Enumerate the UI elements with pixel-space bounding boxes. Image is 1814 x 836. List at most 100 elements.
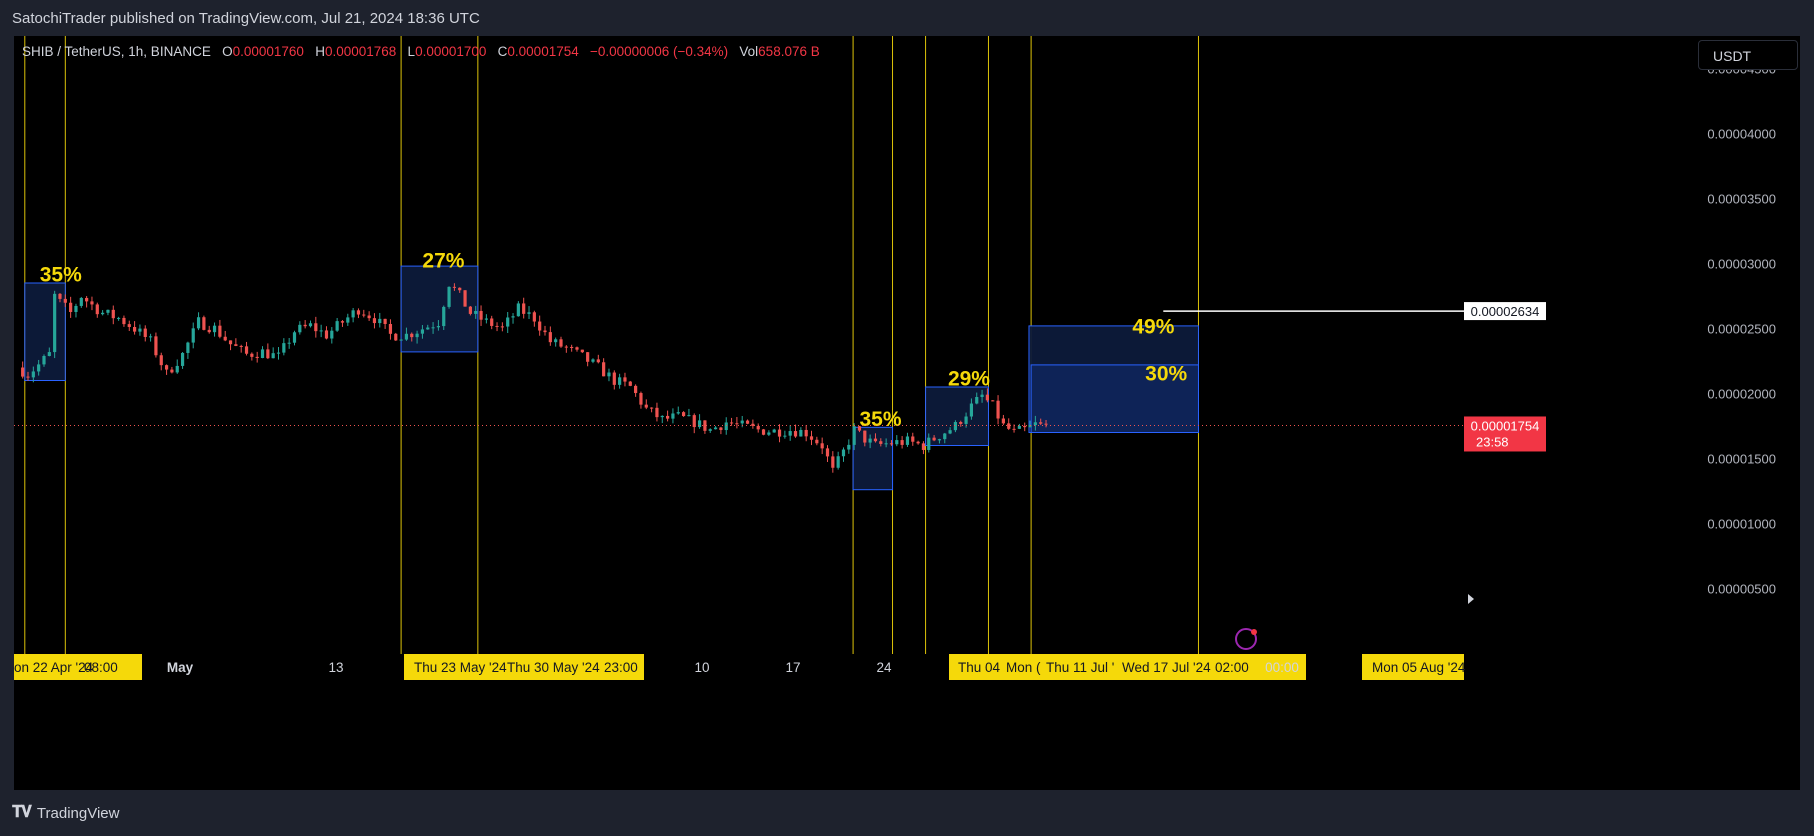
current-price-tag <box>1464 416 1546 452</box>
candle-body-18 <box>111 309 115 319</box>
candle-body-86 <box>474 310 478 314</box>
y-tick-label-3: 0.00003500 <box>1707 192 1776 207</box>
candle-body-193 <box>1044 423 1048 425</box>
candle-body-9 <box>63 298 67 303</box>
candle-body-56 <box>314 323 318 332</box>
candle-body-91 <box>500 326 504 328</box>
price-chart[interactable]: 35%27%35%29%49%30% 0.000045000.000040000… <box>14 36 1800 790</box>
candle-body-159 <box>863 430 867 443</box>
candle-body-163 <box>884 443 888 445</box>
candle-body-111 <box>607 372 611 377</box>
candle-body-164 <box>889 443 894 445</box>
candle-body-182 <box>985 394 989 401</box>
candle-body-165 <box>895 440 899 445</box>
candle-body-176 <box>953 422 958 431</box>
candle-body-58 <box>324 330 329 339</box>
change-value: −0.00000006 (−0.34%) <box>590 44 729 59</box>
candle-body-160 <box>868 438 872 443</box>
time-highlight-a <box>14 654 142 680</box>
candle-body-115 <box>628 381 632 386</box>
candle-body-132 <box>719 427 723 431</box>
candle-body-136 <box>740 420 744 424</box>
candle-body-169 <box>916 441 920 444</box>
candle-body-82 <box>452 286 456 288</box>
time-highlight-label-4: Thu 30 May '24 <box>507 660 600 675</box>
candle-body-76 <box>420 329 425 334</box>
candle-body-20 <box>122 317 126 325</box>
candle-body-81 <box>447 286 451 307</box>
time-highlight-label-9: Wed 17 Jul '24 <box>1122 660 1211 675</box>
candle-body-104 <box>570 346 574 348</box>
candle-body-57 <box>319 330 323 332</box>
candle-body-12 <box>79 297 83 306</box>
time-highlight-label-1: on 22 Apr '24 <box>14 660 94 675</box>
candle-body-22 <box>133 326 137 332</box>
candle-body-106 <box>580 349 584 353</box>
candle-body-192 <box>1039 422 1043 424</box>
candle-body-151 <box>820 443 824 449</box>
candle-body-98 <box>538 321 542 331</box>
candle-body-29 <box>170 369 174 373</box>
y-tick-label-7: 0.00001500 <box>1707 452 1776 467</box>
candle-body-6 <box>47 352 51 356</box>
candle-body-70 <box>388 323 393 334</box>
time-highlight-label-3: Thu 23 May '24 <box>414 660 507 675</box>
open-label: O <box>222 44 233 59</box>
candle-body-88 <box>484 318 488 320</box>
chart-frame[interactable]: 35%27%35%29%49%30% 0.000045000.000040000… <box>14 36 1800 790</box>
candle-body-175 <box>948 430 952 434</box>
candle-body-139 <box>756 425 760 430</box>
time-highlight-label-2: 08:00 <box>84 660 118 675</box>
candle-body-19 <box>117 317 121 319</box>
candle-body-141 <box>767 432 771 435</box>
candle-body-84 <box>463 290 467 307</box>
symbol-name[interactable]: SHIB / TetherUS, 1h, BINANCE <box>22 44 211 59</box>
box-1-pct-label: 35% <box>40 264 82 287</box>
brand-text: TradingView <box>36 804 120 822</box>
candle-body-43 <box>244 346 249 354</box>
candle-body-44 <box>250 353 254 357</box>
candle-body-59 <box>330 330 334 339</box>
candle-body-73 <box>404 333 409 340</box>
candle-body-24 <box>143 328 147 337</box>
candle-body-13 <box>85 297 89 302</box>
tradingview-brand[interactable]: 𝐓𝐕 TradingView <box>12 804 119 822</box>
candle-body-52 <box>292 332 297 343</box>
y-tick-label-8: 0.00001000 <box>1707 517 1776 532</box>
time-highlight-d <box>1362 654 1464 680</box>
time-tick-label-6: 00:00 <box>1265 660 1299 675</box>
candle-body-183 <box>991 400 995 402</box>
currency-button[interactable]: USDT <box>1698 40 1798 70</box>
candle-body-35 <box>202 317 206 330</box>
candle-body-126 <box>687 415 691 417</box>
candle-body-121 <box>660 415 664 418</box>
candle-body-46 <box>260 349 265 359</box>
candle-body-80 <box>442 306 446 327</box>
y-tick-label-4: 0.00003000 <box>1707 257 1776 272</box>
box-2-pct-label: 27% <box>422 249 464 272</box>
candle-body-146 <box>793 431 798 437</box>
candle-body-153 <box>831 456 835 468</box>
candle-body-95 <box>522 303 526 314</box>
candle-body-79 <box>436 326 441 328</box>
candle-body-11 <box>74 305 78 312</box>
candle-body-118 <box>644 404 648 408</box>
candle-body-21 <box>127 324 131 327</box>
candle-body-54 <box>303 324 307 327</box>
vertical-lines-layer <box>24 36 1199 654</box>
target-price-tag <box>1464 302 1546 321</box>
candle-body-42 <box>239 345 243 347</box>
candle-body-167 <box>905 436 910 445</box>
candle-body-31 <box>180 352 185 366</box>
candle-body-103 <box>564 346 568 348</box>
candle-body-135 <box>735 423 739 425</box>
candle-body-142 <box>772 429 776 433</box>
candle-body-149 <box>809 436 814 440</box>
candle-body-189 <box>1023 425 1027 428</box>
time-highlight-label-8: Thu 11 Jul ' <box>1046 660 1114 675</box>
box-5-inner-pct-label: 30% <box>1145 363 1187 386</box>
candle-body-93 <box>511 316 515 318</box>
time-highlight-label-11: Mon 05 Aug '24 <box>1372 660 1466 675</box>
candle-body-125 <box>681 412 686 417</box>
